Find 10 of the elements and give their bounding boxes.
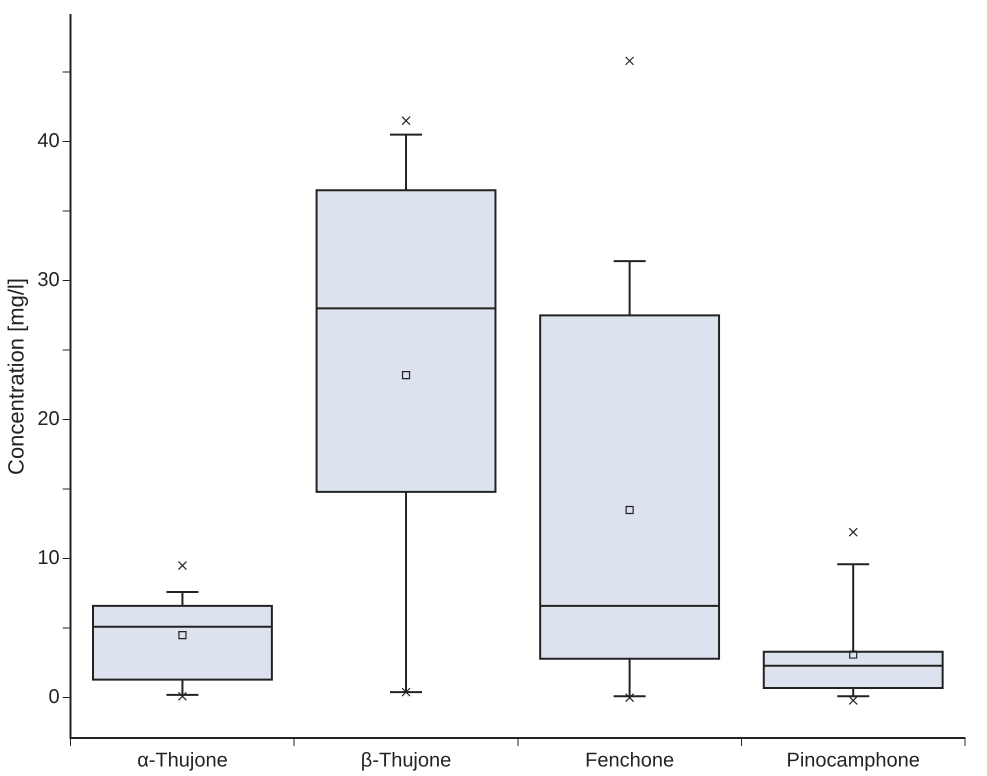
y-axis-title: Concentration [mg/l] bbox=[3, 278, 28, 475]
x-tick-label: Fenchone bbox=[585, 750, 674, 772]
y-tick-label: 0 bbox=[48, 686, 60, 708]
y-tick-label: 20 bbox=[37, 408, 60, 430]
x-tick-label: Pinocamphone bbox=[786, 750, 920, 772]
y-tick-label: 40 bbox=[37, 130, 60, 152]
x-tick-label: β-Thujone bbox=[360, 750, 452, 772]
y-tick-label: 10 bbox=[37, 547, 60, 570]
x-tick-label: α-Thujone bbox=[137, 750, 228, 772]
y-tick-label: 30 bbox=[37, 269, 60, 292]
